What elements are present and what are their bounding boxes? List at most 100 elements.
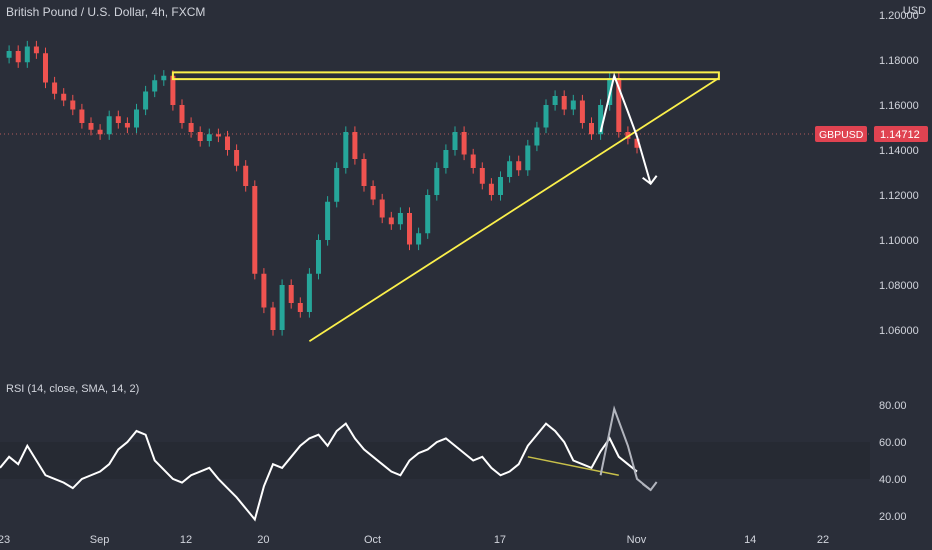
candle-body	[79, 109, 85, 123]
candle-body	[134, 109, 139, 128]
candle-body	[88, 123, 94, 130]
price-tick-label: 1.20000	[879, 10, 919, 22]
candle-body	[152, 80, 158, 92]
support-trendline	[308, 77, 720, 343]
candle-body	[15, 51, 21, 63]
rsi-tick-label: 80.00	[879, 400, 907, 412]
time-tick-label: 12	[180, 534, 192, 546]
candle-body	[498, 177, 503, 195]
candle-body	[598, 105, 604, 135]
rsi-tick-label: 40.00	[879, 474, 907, 486]
candle-body	[297, 303, 303, 312]
candle-body	[552, 96, 558, 105]
candle-body	[361, 159, 367, 186]
candle-body	[325, 201, 331, 240]
candle-body	[334, 168, 340, 202]
candle-body	[443, 150, 449, 168]
candle-body	[115, 116, 121, 123]
candle-body	[188, 123, 194, 132]
rsi-tick-label: 60.00	[879, 437, 907, 449]
candle-body	[179, 105, 185, 123]
candle-body	[434, 168, 440, 195]
candle-body	[252, 186, 258, 274]
time-tick-label: 23	[0, 534, 10, 546]
candle-body	[388, 217, 394, 225]
time-tick-label: Nov	[627, 534, 647, 546]
candle-body	[279, 285, 285, 330]
time-tick-label: 20	[257, 534, 269, 546]
candle-body	[589, 123, 594, 135]
candle-body	[452, 132, 458, 150]
candle-body	[97, 129, 103, 135]
time-tick-label: 22	[817, 534, 829, 546]
rsi-tick-label: 20.00	[879, 511, 907, 523]
candle-body	[543, 105, 549, 128]
candle-body	[124, 123, 130, 128]
candle-body	[52, 82, 58, 94]
currency-label: USD	[902, 5, 926, 17]
candle-body	[33, 46, 39, 54]
price-tick-label: 1.14000	[879, 145, 919, 157]
rsi-line	[0, 422, 638, 522]
candle-body	[479, 168, 485, 184]
candle-body	[61, 93, 67, 101]
candle-body	[634, 138, 640, 148]
symbol-label-bg	[815, 125, 867, 142]
candle-body	[234, 150, 240, 166]
candle-body	[561, 96, 567, 110]
candle-body	[106, 116, 112, 135]
price-tick-label: 1.16000	[879, 100, 919, 112]
candle-body	[206, 134, 212, 141]
candle-body	[579, 100, 585, 123]
price-projection-path	[599, 72, 652, 185]
candle-body	[516, 161, 522, 171]
candle-body	[306, 273, 312, 312]
candle-body	[24, 46, 30, 63]
time-tick-label: Oct	[364, 534, 381, 546]
candle-body	[288, 285, 294, 303]
candle-body	[161, 75, 167, 81]
time-tick-label: Sep	[90, 534, 110, 546]
time-tick-label: 17	[494, 534, 506, 546]
candle-body	[425, 195, 431, 234]
candle-body	[370, 186, 376, 200]
candle-body	[625, 132, 631, 139]
candle-body	[570, 100, 576, 110]
candle-body	[470, 154, 476, 168]
candle-body	[488, 183, 494, 195]
rsi-projection-arrowhead	[642, 481, 658, 492]
candle-body	[525, 145, 531, 171]
candle-body	[461, 132, 467, 155]
candle-body	[616, 78, 622, 132]
candle-body	[270, 307, 276, 330]
candle-body	[507, 161, 513, 177]
time-tick-label: 14	[744, 534, 756, 546]
chart-title: British Pound / U.S. Dollar, 4h, FXCM	[6, 5, 206, 19]
price-tick-label: 1.18000	[879, 55, 919, 67]
candle-body	[225, 136, 230, 150]
current-price-label-bg	[874, 125, 928, 142]
candle-body	[243, 165, 249, 186]
symbol-label: GBPUSD	[819, 129, 864, 141]
price-tick-label: 1.12000	[879, 190, 919, 202]
candle-body	[170, 75, 176, 105]
candle-body	[534, 127, 540, 146]
candle-body	[379, 199, 385, 218]
projection-arrowhead	[642, 175, 658, 186]
candle-body	[352, 132, 358, 159]
resistance-band	[171, 71, 720, 81]
candle-body	[143, 91, 149, 110]
candle-body	[343, 132, 349, 168]
rsi-band	[0, 442, 870, 479]
candle-body	[397, 213, 403, 225]
price-tick-label: 1.08000	[879, 280, 919, 292]
candle-body	[215, 134, 221, 137]
price-tick-label: 1.06000	[879, 325, 919, 337]
rsi-title: RSI (14, close, SMA, 14, 2)	[6, 383, 140, 395]
rsi-divergence-line	[527, 456, 619, 476]
candle-body	[261, 273, 267, 308]
rsi-projection-path	[599, 405, 652, 491]
candle-body	[416, 233, 422, 245]
